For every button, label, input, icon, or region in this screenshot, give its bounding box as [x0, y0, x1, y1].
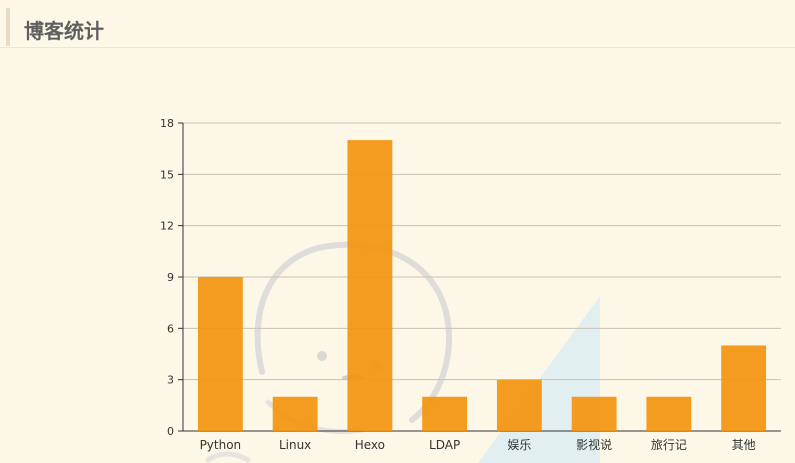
x-tick-label: 娱乐	[507, 438, 531, 452]
x-tick-label: 影视说	[576, 437, 612, 452]
bar-5	[571, 396, 617, 431]
x-tick-label: LDAP	[429, 438, 460, 452]
y-tick-label: 18	[160, 117, 174, 130]
y-tick-label: 3	[167, 374, 174, 387]
x-tick-label: 其他	[732, 438, 756, 452]
x-tick-label: Python	[200, 438, 242, 452]
x-tick-label: Hexo	[355, 438, 385, 452]
bar-6	[646, 396, 692, 431]
x-axis-labels: Python Linux Hexo LDAP 娱乐 影视说 旅行记 其他	[200, 437, 756, 452]
x-tick-label: Linux	[279, 438, 311, 452]
y-tick-label: 12	[160, 220, 174, 233]
grid-lines	[183, 122, 781, 381]
section-accent-bar	[6, 8, 10, 46]
x-tick-label: 旅行记	[651, 438, 687, 452]
bar-4	[496, 379, 542, 431]
bar-2	[347, 140, 393, 432]
y-tick-label: 6	[167, 322, 174, 335]
bar-1	[272, 396, 318, 431]
y-tick-label: 9	[167, 271, 174, 284]
section-header: 博客统计	[0, 0, 795, 48]
y-tick-label: 0	[167, 425, 174, 438]
page-title: 博客统计	[24, 19, 104, 43]
bar-3	[422, 396, 468, 431]
y-tick-label: 15	[160, 168, 174, 181]
bars	[197, 140, 767, 432]
bar-0	[197, 277, 243, 431]
bar-7	[721, 345, 767, 431]
